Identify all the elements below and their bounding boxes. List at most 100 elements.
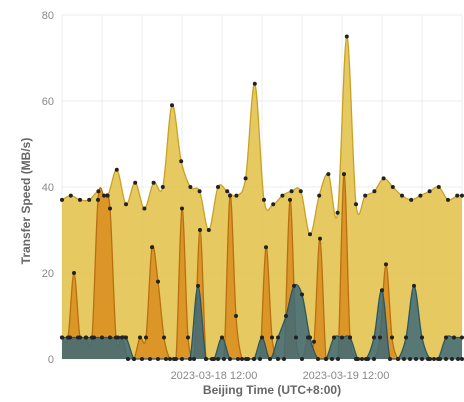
series-1-point-8 — [108, 206, 112, 211]
series-1-point-53 — [378, 335, 382, 340]
series-2-point-6 — [108, 335, 112, 340]
series-2-point-45 — [420, 335, 424, 340]
series-2-point-30 — [300, 292, 304, 297]
x-axis-title: Beijing Time (UTC+8:00) — [203, 383, 341, 397]
series-2-point-20 — [220, 335, 224, 340]
series-2-point-15 — [180, 357, 184, 361]
series-2-point-25 — [260, 335, 264, 340]
series-0-point-41 — [436, 185, 441, 189]
series-1-point-50 — [360, 357, 364, 361]
series-0-point-18 — [225, 189, 230, 194]
series-2-point-12 — [156, 357, 160, 361]
series-2-point-39 — [372, 335, 376, 340]
series-0-point-10 — [151, 180, 156, 185]
series-2-point-28 — [284, 314, 288, 318]
series-0-point-25 — [289, 189, 294, 194]
series-1-point-11 — [126, 357, 130, 361]
series-1-point-30 — [240, 357, 244, 361]
series-0-point-29 — [326, 172, 331, 177]
series-0-point-34 — [372, 189, 377, 194]
series-1-point-62 — [432, 357, 436, 361]
series-0-point-23 — [271, 202, 276, 207]
series-2-point-50 — [460, 335, 464, 340]
series-0-point-15 — [197, 189, 202, 194]
series-2-point-31 — [308, 335, 312, 340]
series-0-point-16 — [206, 228, 211, 232]
series-0-point-1 — [68, 193, 73, 198]
series-2-point-16 — [188, 357, 192, 361]
series-2-point-13 — [164, 357, 168, 361]
series-1-point-58 — [408, 357, 412, 361]
series-1-point-7 — [102, 193, 106, 198]
series-2-point-48 — [444, 335, 448, 340]
series-2-point-19 — [212, 357, 216, 361]
series-2-point-38 — [364, 357, 368, 361]
series-1-point-39 — [294, 335, 298, 340]
series-2-point-4 — [92, 335, 96, 340]
series-0-point-2 — [78, 197, 82, 202]
series-1-point-2 — [72, 271, 76, 275]
series-2-point-22 — [236, 357, 240, 361]
series-1-point-20 — [180, 206, 184, 211]
series-1-point-45 — [330, 357, 334, 361]
series-1-point-37 — [282, 357, 286, 361]
series-1-point-13 — [138, 335, 142, 340]
series-2-area — [62, 284, 462, 359]
series-2-point-24 — [252, 357, 256, 361]
series-1-point-43 — [318, 236, 322, 241]
series-0-point-32 — [354, 202, 358, 207]
series-1-point-15 — [150, 245, 154, 250]
series-1-point-67 — [460, 357, 464, 361]
series-2-point-21 — [228, 357, 232, 361]
series-1-point-66 — [456, 357, 460, 361]
series-2-point-14 — [172, 357, 176, 361]
y-tick-label-1: 20 — [42, 268, 54, 280]
series-1-point-46 — [336, 357, 340, 361]
series-0-point-36 — [390, 185, 395, 189]
series-2-point-47 — [436, 357, 440, 361]
series-0-point-11 — [160, 185, 165, 189]
series-2-point-35 — [340, 335, 344, 340]
series-2-point-36 — [348, 335, 352, 340]
series-2-point-26 — [268, 357, 272, 361]
series-2-point-34 — [332, 335, 336, 340]
series-2-point-3 — [84, 335, 88, 340]
series-0-point-43 — [455, 193, 460, 198]
series-1-point-64 — [444, 357, 448, 361]
series-0-point-35 — [381, 176, 386, 181]
series-1-point-34 — [264, 245, 268, 250]
series-1-point-28 — [228, 193, 232, 198]
y-axis-title: Transfer Speed (MB/s) — [19, 138, 33, 265]
series-0-point-26 — [298, 189, 303, 194]
series-0-point-19 — [234, 193, 239, 198]
series-0-point-38 — [409, 197, 414, 202]
series-2-point-41 — [388, 357, 392, 361]
series-0-point-27 — [308, 232, 312, 237]
series-1-point-6 — [96, 197, 100, 202]
series-1-point-35 — [270, 335, 274, 340]
series-2-point-40 — [380, 288, 384, 293]
series-1-point-33 — [258, 357, 262, 361]
series-0-point-0 — [60, 197, 64, 202]
series-areas — [61, 35, 463, 360]
series-2-point-17 — [196, 283, 200, 288]
series-0-point-6 — [114, 167, 119, 172]
series-2-point-9 — [132, 357, 136, 361]
series-1-point-14 — [144, 335, 148, 340]
series-points — [60, 34, 464, 361]
series-2-point-44 — [412, 283, 416, 288]
series-0-point-7 — [124, 202, 128, 207]
series-2-point-2 — [76, 335, 80, 340]
series-1-point-38 — [288, 197, 292, 202]
series-1-point-57 — [402, 357, 406, 361]
series-2-point-33 — [324, 357, 328, 361]
series-2-point-18 — [204, 357, 208, 361]
y-axis-ticks: 0 20 40 60 80 — [42, 10, 54, 366]
series-0-point-8 — [133, 180, 138, 185]
series-0-line — [61, 35, 463, 235]
series-2-point-0 — [60, 335, 64, 340]
series-0-point-12 — [170, 103, 174, 108]
series-0-point-20 — [243, 176, 248, 181]
series-1-point-60 — [420, 357, 424, 361]
